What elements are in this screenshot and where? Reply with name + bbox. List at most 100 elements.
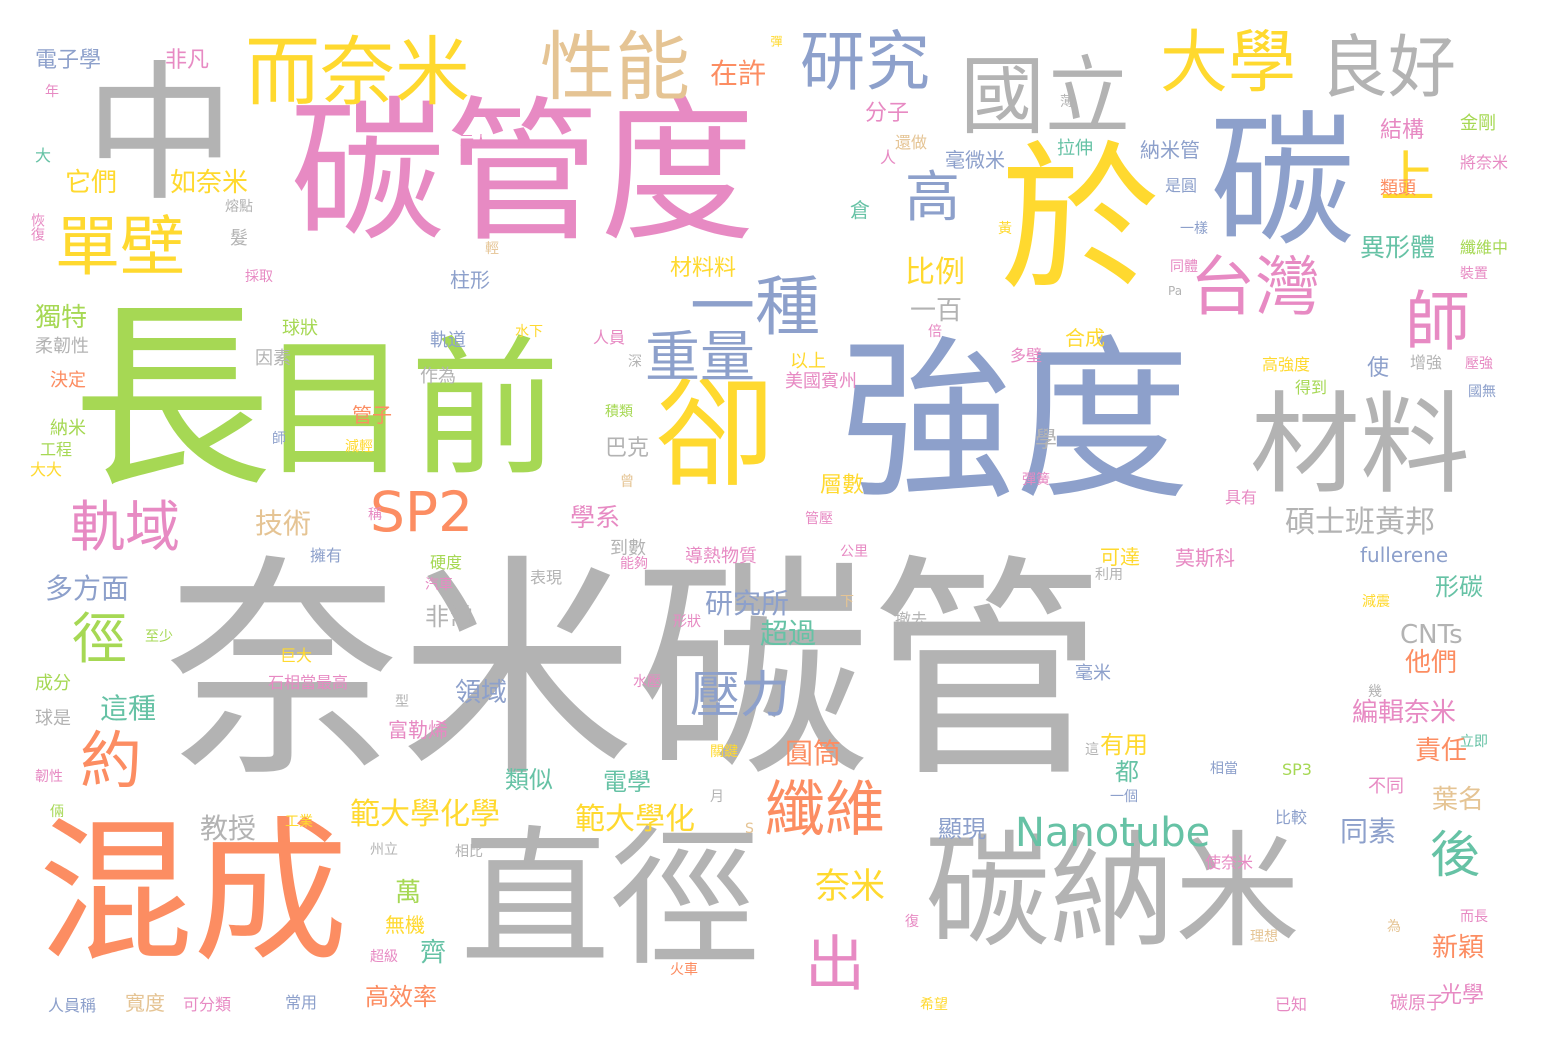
cloud-word: 師	[272, 431, 286, 447]
cloud-word: 美國賓州	[785, 371, 857, 392]
cloud-word: 納米管	[1140, 138, 1200, 162]
cloud-word: 大	[35, 146, 52, 165]
cloud-word: 擁有	[310, 546, 343, 565]
cloud-word: fullerene	[1360, 543, 1449, 567]
cloud-word: 柔韌性	[35, 336, 89, 357]
cloud-word: 納米	[50, 418, 86, 439]
cloud-word: 在許	[710, 57, 767, 90]
cloud-word: 軌域	[70, 495, 181, 559]
cloud-word: 奈米碳管	[165, 536, 1105, 809]
cloud-word: 下	[840, 594, 854, 610]
cloud-word: 國立	[960, 48, 1131, 147]
cloud-word: 碳	[1210, 98, 1355, 267]
cloud-word: 目前	[260, 323, 561, 497]
cloud-word: 台灣	[1190, 250, 1321, 325]
cloud-word: 如奈米	[170, 168, 249, 198]
cloud-word: 髮	[230, 228, 248, 249]
cloud-word: 上	[1380, 145, 1436, 209]
cloud-word: 這	[1085, 742, 1099, 758]
cloud-word: 出	[805, 930, 865, 1000]
cloud-word: 可分類	[183, 995, 232, 1014]
cloud-word: 中	[85, 48, 236, 222]
cloud-word: S	[745, 821, 754, 837]
cloud-word: 結構	[1380, 118, 1425, 143]
cloud-word: 材料	[1250, 381, 1470, 509]
cloud-word: 國無	[1468, 384, 1496, 400]
cloud-word: 球狀	[282, 318, 318, 339]
cloud-word: 獨特	[35, 303, 88, 333]
cloud-word: 恢復	[29, 213, 45, 241]
cloud-word: 倆	[50, 804, 64, 820]
cloud-word: 熔點	[225, 199, 253, 215]
cloud-word: 導熱物質	[685, 546, 757, 567]
cloud-word: 深	[628, 354, 642, 370]
cloud-word: SP2	[370, 480, 474, 544]
cloud-word: 莫斯科	[1175, 546, 1235, 570]
cloud-word: 輕	[485, 241, 499, 257]
cloud-word: 學系	[570, 503, 621, 532]
cloud-word: 柱形	[450, 268, 490, 292]
cloud-word: 研究所	[705, 587, 790, 620]
cloud-word: 作為	[420, 366, 456, 387]
cloud-word: 責任	[1415, 736, 1468, 766]
cloud-word: 纖維中	[1460, 238, 1509, 257]
cloud-word: 形狀	[673, 614, 701, 630]
cloud-word: 於	[1000, 126, 1161, 313]
cloud-word: 使	[1367, 356, 1390, 381]
cloud-word: 多壁	[1010, 346, 1043, 365]
cloud-word: 彈	[769, 35, 783, 47]
cloud-word: 水下	[515, 324, 543, 340]
cloud-word: 材料料	[670, 256, 737, 281]
cloud-word: 範大學化	[575, 802, 695, 837]
cloud-word: 比較	[1275, 808, 1308, 827]
cloud-word: 良好	[1320, 29, 1457, 108]
cloud-word: 人員稱	[48, 996, 97, 1015]
cloud-word: 比例	[905, 255, 965, 290]
cloud-word: 一種	[690, 270, 821, 345]
cloud-word: 到數	[610, 538, 646, 559]
cloud-word: 常用	[285, 993, 318, 1012]
cloud-word: 具有	[1225, 488, 1258, 507]
cloud-word: 金剛	[1460, 113, 1496, 134]
cloud-word: 形碳	[1435, 573, 1483, 601]
cloud-word: 大學	[1160, 24, 1297, 103]
cloud-word: 黃	[998, 221, 1012, 237]
cloud-word: 水壓	[633, 674, 661, 690]
cloud-word: 毫米	[1075, 663, 1111, 684]
cloud-word: 新穎	[1432, 933, 1485, 963]
cloud-word: 而奈米	[245, 28, 471, 116]
cloud-word: 彈簧	[1022, 472, 1050, 488]
cloud-word: 人	[880, 148, 897, 167]
cloud-word: 毫微米	[945, 148, 1005, 172]
cloud-word: 示人	[460, 134, 488, 150]
cloud-word: 都	[1115, 758, 1139, 786]
cloud-word: 碩士班黃邦	[1285, 505, 1435, 540]
cloud-word: 同素	[1340, 815, 1397, 848]
cloud-word: 電子學	[35, 48, 102, 73]
cloud-word: 分子	[865, 101, 910, 126]
cloud-word: 同體	[1170, 259, 1198, 275]
cloud-word: 這種	[100, 692, 157, 725]
cloud-word: 管壓	[805, 511, 833, 527]
cloud-word: 而長	[1460, 909, 1488, 925]
cloud-word: 高效率	[365, 983, 437, 1011]
cloud-word: 葉名	[1432, 785, 1485, 815]
cloud-word: 裝置	[1460, 266, 1488, 282]
cloud-word: 利用	[1095, 567, 1123, 583]
cloud-word: 管子	[352, 403, 392, 427]
cloud-word: 碳納米	[925, 820, 1300, 965]
cloud-word: 積類	[605, 404, 633, 420]
cloud-word: 約	[80, 724, 143, 797]
cloud-word: 球是	[35, 708, 71, 729]
cloud-word: 壓力	[690, 666, 790, 724]
cloud-word: 超級	[370, 949, 398, 965]
cloud-word: 領域	[455, 678, 508, 708]
cloud-word: 已知	[1275, 995, 1308, 1014]
cloud-word: 範大學化學	[350, 797, 500, 832]
cloud-word: 石相當最高	[268, 673, 349, 692]
cloud-word: 超過	[760, 617, 817, 650]
cloud-word: 一樣	[1180, 221, 1208, 237]
cloud-word: 幾	[1368, 684, 1382, 700]
cloud-word: 多方面	[45, 572, 130, 605]
